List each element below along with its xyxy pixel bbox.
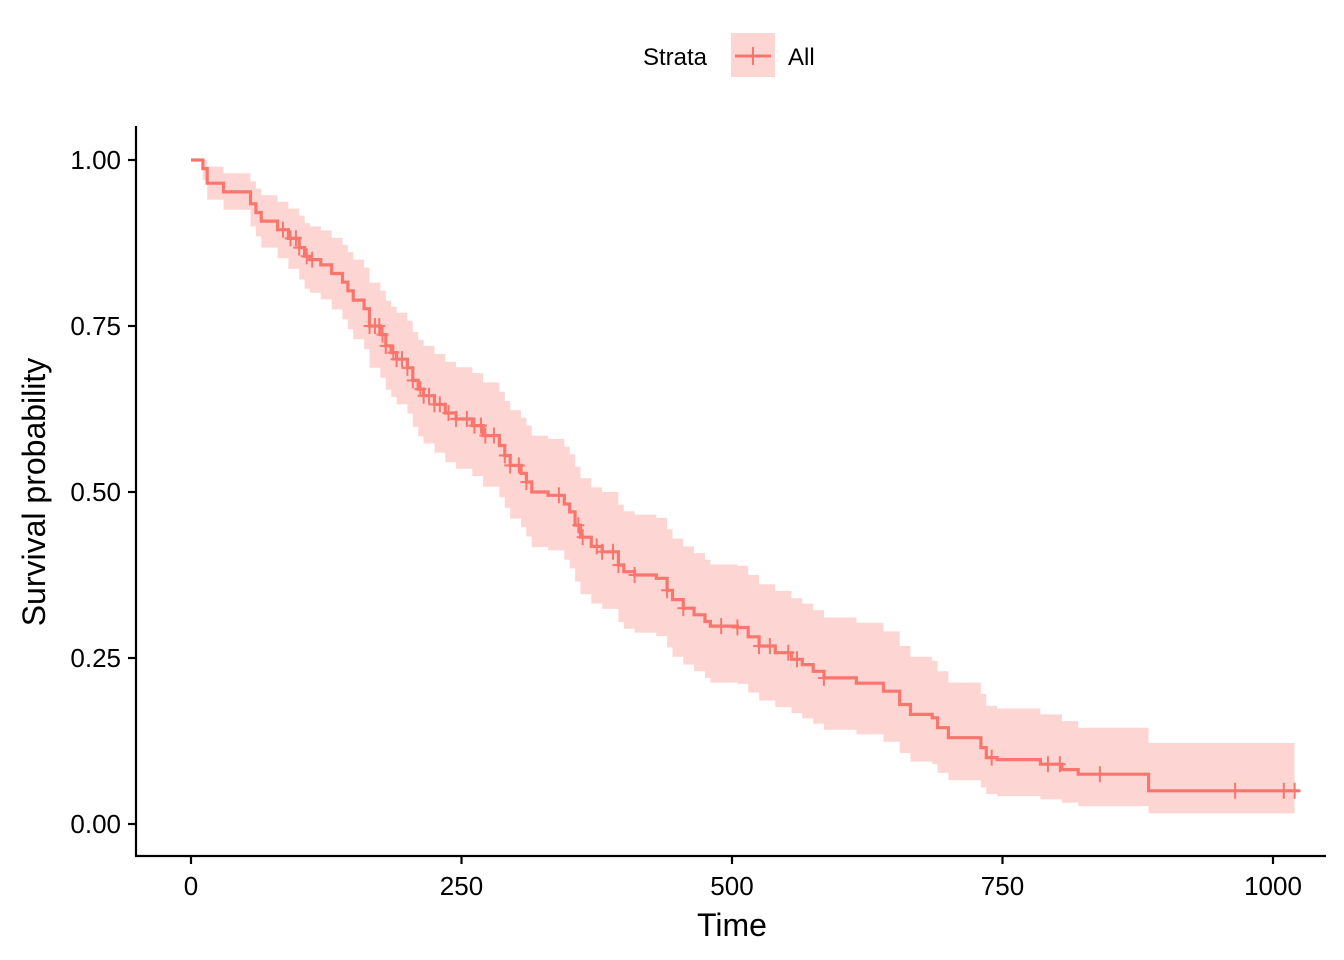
censor-mark [985,749,998,766]
legend-title: Strata [643,44,708,71]
censor-mark [450,410,463,427]
x-tick-label: 750 [981,871,1024,901]
censor-mark [552,487,565,504]
censor-mark [276,221,289,238]
censor-mark [572,517,585,534]
y-ticks: 0.00 0.25 0.50 0.75 1.00 [70,145,136,839]
x-axis: 0 250 500 750 1000 Time [135,854,1326,943]
legend-entry-all: All [788,44,815,71]
censor-mark [520,474,533,491]
censor-mark [373,318,386,334]
y-axis: 0.00 0.25 0.50 0.75 1.00 Survival probabilit… [16,126,138,856]
censor-mark [782,644,795,661]
censor-mark [628,567,641,583]
censor-mark [1277,782,1290,799]
censor-mark [289,230,302,247]
censor-mark [606,543,619,560]
censor-mark [817,669,830,686]
censor-mark [293,239,306,256]
censor-mark [300,248,313,265]
censor-mark [1093,766,1106,783]
censor-mark [753,638,766,655]
censor-mark [498,447,511,464]
censor-marks [276,221,1301,799]
confidence-band [191,160,1295,814]
censor-mark [612,557,625,574]
x-tick-label: 1000 [1244,871,1302,901]
censor-mark [715,618,728,635]
x-ticks: 0 250 500 750 1000 [184,856,1302,901]
y-axis-title: Survival probability [16,358,52,627]
plot-area [191,158,1301,814]
censor-mark [731,619,744,636]
censor-mark [442,404,455,421]
y-tick-label: 1.00 [70,145,121,175]
censor-mark [512,457,525,474]
censor-mark [1288,782,1301,799]
censor-mark [401,359,414,376]
censor-mark [433,396,446,413]
censor-mark [763,638,776,655]
x-tick-label: 250 [440,871,483,901]
censor-mark [379,337,392,354]
censor-mark [596,543,609,560]
censor-mark [306,251,319,268]
y-tick-label: 0.50 [70,477,121,507]
censor-mark [677,600,690,617]
y-tick-label: 0.25 [70,643,121,673]
legend: Strata All [643,33,815,77]
censor-mark [474,417,487,434]
censor-mark [487,427,500,444]
censor-mark [406,372,419,389]
survival-curve-all [191,158,1301,793]
censor-mark [395,351,408,368]
censor-mark [1229,782,1242,799]
censor-mark [790,651,803,668]
censor-mark [423,387,436,404]
x-tick-label: 0 [184,871,198,901]
censor-mark [1041,756,1054,773]
censor-mark [1053,756,1066,773]
censor-mark [576,529,589,546]
censor-mark [460,410,473,427]
legend-key [731,33,775,77]
censor-mark [376,326,389,343]
x-axis-title: Time [697,907,767,943]
y-tick-label: 0.00 [70,809,121,839]
censor-mark [661,582,674,599]
x-tick-label: 500 [710,871,753,901]
y-tick-label: 0.75 [70,311,121,341]
